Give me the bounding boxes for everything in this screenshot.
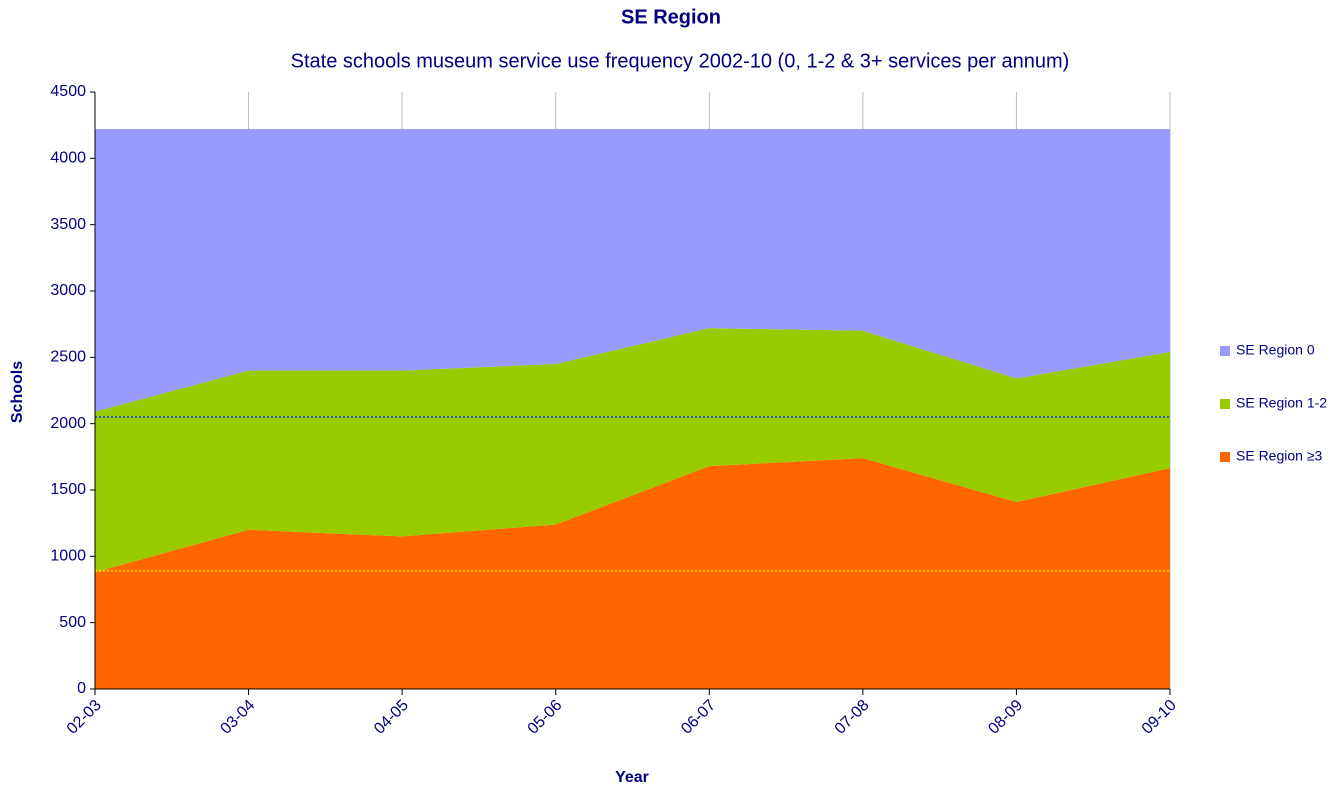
legend-swatch [1220,452,1230,462]
x-tick-label: 06-07 [678,697,719,738]
x-tick-label: 02-03 [64,697,105,738]
y-tick-label: 3500 [50,216,86,233]
x-tick-label: 08-09 [985,697,1026,738]
legend-label: SE Region 0 [1236,342,1315,358]
y-tick-label: 2000 [50,415,86,432]
x-tick-label: 05-06 [525,697,566,738]
legend-swatch [1220,346,1230,356]
chart-title: SE Region [621,6,721,28]
legend-swatch [1220,399,1230,409]
area [95,328,1170,573]
legend-label: SE Region 1-2 [1236,395,1327,411]
chart-subtitle: State schools museum service use frequen… [291,50,1070,72]
legend-label: SE Region ≥3 [1236,448,1323,464]
y-tick-label: 1000 [50,548,86,565]
areas [95,129,1170,689]
y-tick-label: 2500 [50,349,86,366]
y-tick-label: 1500 [50,481,86,498]
area [95,129,1170,412]
y-axis-title: Schools [9,361,26,423]
x-tick-label: 03-04 [217,697,258,738]
y-tick-label: 3000 [50,282,86,299]
x-tick-label: 09-10 [1139,697,1180,738]
y-tick-label: 0 [77,680,86,697]
y-tick-label: 4500 [50,83,86,100]
reference-lines [95,416,1170,572]
x-tick-label: 07-08 [832,697,873,738]
y-tick-label: 500 [59,614,86,631]
x-tick-label: 04-05 [371,697,412,738]
y-tick-label: 4000 [50,150,86,167]
area [95,458,1170,689]
x-axis-title: Year [615,769,649,786]
